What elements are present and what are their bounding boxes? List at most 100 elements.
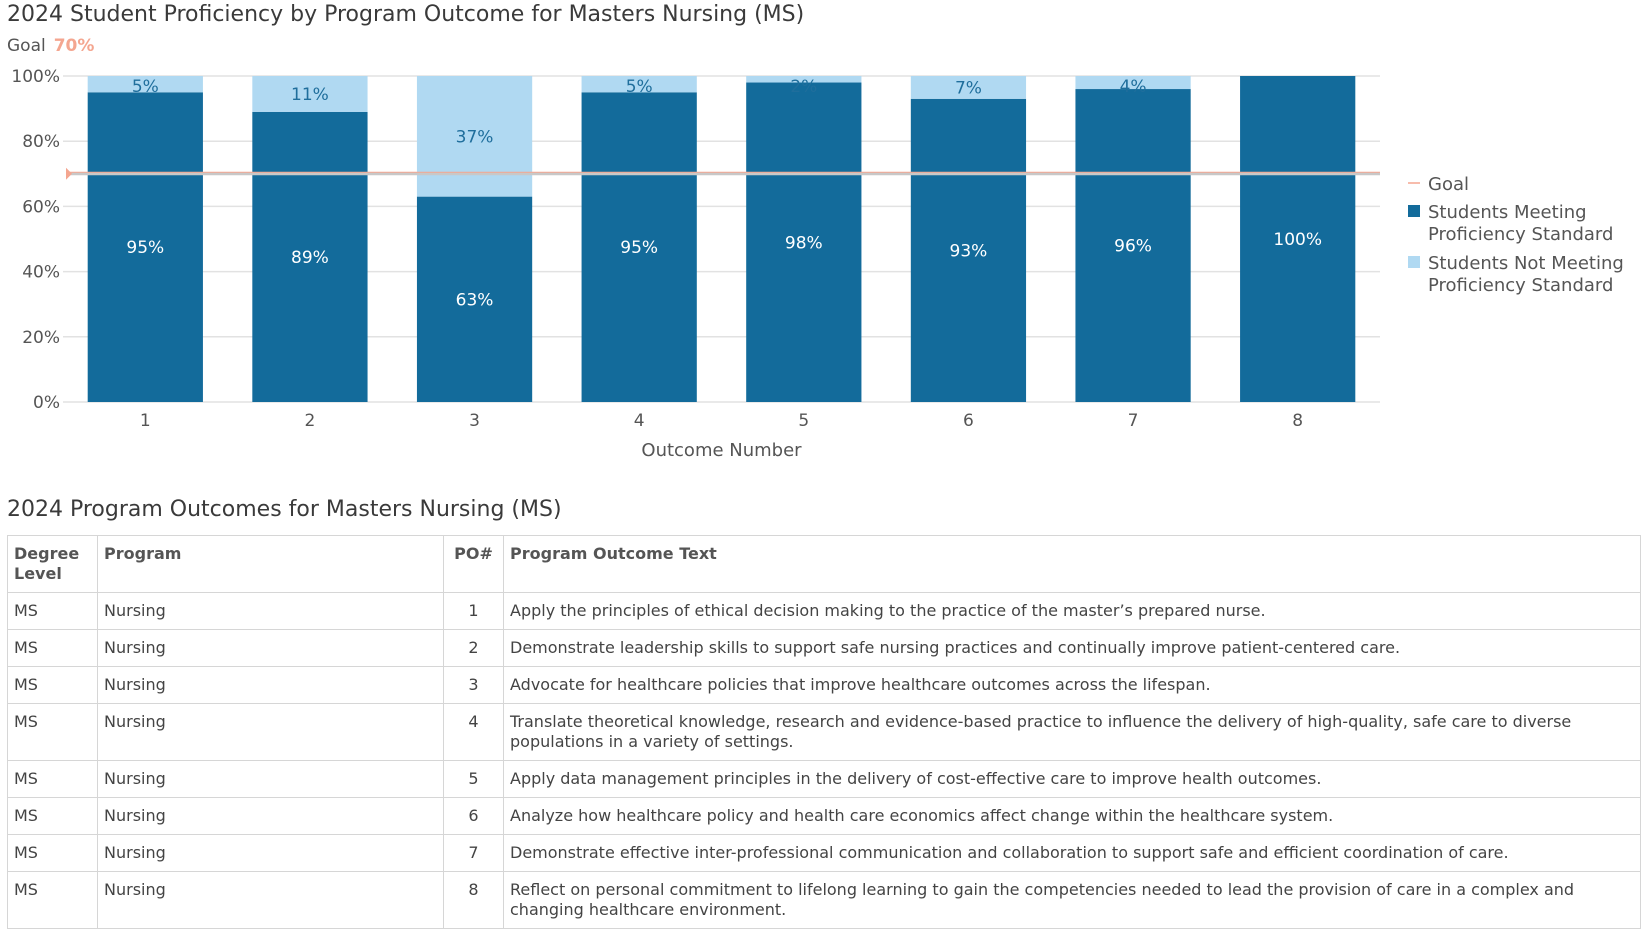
legend-not-meeting-label[interactable]: Proficiency Standard bbox=[1428, 275, 1613, 296]
data-label-not-meeting: 4% bbox=[1120, 77, 1147, 97]
cell-program: Nursing bbox=[97, 703, 444, 761]
bar-meeting-standard[interactable] bbox=[1240, 76, 1356, 402]
cell-degree-level: MS bbox=[7, 592, 98, 630]
bar-meeting-standard[interactable] bbox=[581, 92, 697, 403]
bar-not-meeting-standard[interactable] bbox=[416, 76, 533, 197]
bar-not-meeting-standard[interactable] bbox=[1075, 76, 1191, 90]
x-tick-label: 6 bbox=[963, 411, 974, 431]
data-label-not-meeting: 5% bbox=[626, 77, 653, 97]
data-label-not-meeting: 11% bbox=[291, 85, 329, 105]
data-label-meeting: 63% bbox=[456, 290, 494, 310]
legend-meeting-swatch bbox=[1408, 205, 1420, 217]
bar-not-meeting-standard[interactable] bbox=[252, 76, 368, 112]
goal-summary-label: Goal bbox=[7, 36, 46, 56]
table-row: MS Nursing 1 Apply the principles of ethica… bbox=[7, 592, 1641, 630]
cell-program: Nursing bbox=[97, 797, 444, 835]
cell-po-number: 8 bbox=[443, 871, 504, 929]
cell-po-number: 4 bbox=[443, 703, 504, 761]
cell-program-outcome-text: Reflect on personal commitment to lifelo… bbox=[503, 871, 1641, 929]
cell-degree-level: MS bbox=[7, 797, 98, 835]
goal-line bbox=[66, 167, 1380, 180]
bar-meeting-standard[interactable] bbox=[252, 111, 368, 403]
x-tick-label: 1 bbox=[140, 411, 151, 431]
cell-program: Nursing bbox=[97, 666, 444, 704]
bar-not-meeting-standard[interactable] bbox=[746, 76, 862, 83]
cell-degree-level: MS bbox=[7, 629, 98, 667]
proficiency-bar-chart: 0%20%40%60%80%100% 95%5%89%11%63%37%95%5… bbox=[11, 67, 1624, 461]
cell-program: Nursing bbox=[97, 834, 444, 872]
goal-summary-value: 70% bbox=[53, 36, 95, 56]
legend-not-meeting-swatch bbox=[1408, 256, 1420, 268]
goal-marker-icon bbox=[66, 167, 72, 180]
legend-meeting-label[interactable]: Proficiency Standard bbox=[1428, 224, 1613, 245]
cell-degree-level: MS bbox=[7, 666, 98, 704]
x-tick-label: 7 bbox=[1128, 411, 1139, 431]
legend-meeting-label[interactable]: Students Meeting bbox=[1428, 202, 1587, 223]
header-degree-level[interactable]: Degree Level bbox=[7, 535, 98, 593]
table-header-row: Degree Level Program PO# Program Outcome… bbox=[7, 535, 1641, 593]
chart-title: 2024 Student Proficiency by Program Outc… bbox=[7, 2, 805, 27]
bar-meeting-standard[interactable] bbox=[910, 98, 1027, 402]
cell-program-outcome-text: Translate theoretical knowledge, researc… bbox=[503, 703, 1641, 761]
y-tick-label: 0% bbox=[33, 393, 60, 413]
table-row: MS Nursing 4 Translate theoretical knowledg… bbox=[7, 703, 1641, 761]
cell-po-number: 7 bbox=[443, 834, 504, 872]
legend-not-meeting-label[interactable]: Students Not Meeting bbox=[1428, 253, 1624, 274]
y-tick-label: 80% bbox=[22, 132, 60, 152]
cell-degree-level: MS bbox=[7, 760, 98, 798]
cell-program: Nursing bbox=[97, 871, 444, 929]
table-row: MS Nursing 3 Advocate for healthcare polici… bbox=[7, 666, 1641, 704]
bar-meeting-standard[interactable] bbox=[1075, 89, 1191, 402]
data-label-meeting: 93% bbox=[950, 241, 988, 261]
x-axis-title: Outcome Number bbox=[641, 440, 802, 461]
cell-degree-level: MS bbox=[7, 703, 98, 761]
cell-program-outcome-text: Apply data management principles in the … bbox=[503, 760, 1641, 798]
table-row: MS Nursing 8 Reflect on personal commitment… bbox=[7, 871, 1641, 929]
cell-program-outcome-text: Demonstrate leadership skills to support… bbox=[503, 629, 1641, 667]
bar-meeting-standard[interactable] bbox=[746, 82, 862, 403]
table-row: MS Nursing 2 Demonstrate leadership skills … bbox=[7, 629, 1641, 667]
data-label-meeting: 95% bbox=[620, 238, 658, 258]
legend-goal-label[interactable]: Goal bbox=[1428, 174, 1469, 195]
x-tick-label: 5 bbox=[798, 411, 809, 431]
cell-program-outcome-text: Demonstrate effective inter-professional… bbox=[503, 834, 1641, 872]
cell-program-outcome-text: Analyze how healthcare policy and health… bbox=[503, 797, 1641, 835]
bar-meeting-standard[interactable] bbox=[416, 196, 533, 402]
bar-not-meeting-standard[interactable] bbox=[910, 76, 1027, 99]
data-label-not-meeting: 2% bbox=[790, 77, 817, 97]
cell-po-number: 6 bbox=[443, 797, 504, 835]
cell-program: Nursing bbox=[97, 629, 444, 667]
cell-program-outcome-text: Apply the principles of ethical decision… bbox=[503, 592, 1641, 630]
header-po-number[interactable]: PO# bbox=[443, 535, 504, 593]
data-label-meeting: 98% bbox=[785, 233, 823, 253]
bar-meeting-standard[interactable] bbox=[87, 92, 203, 403]
y-tick-label: 100% bbox=[11, 67, 60, 87]
x-tick-label: 2 bbox=[305, 411, 316, 431]
y-tick-label: 60% bbox=[22, 197, 60, 217]
data-label-meeting: 95% bbox=[126, 238, 164, 258]
cell-program: Nursing bbox=[97, 592, 444, 630]
cell-program: Nursing bbox=[97, 760, 444, 798]
table-title: 2024 Program Outcomes for Masters Nursin… bbox=[7, 497, 562, 522]
table-body: MS Nursing 1 Apply the principles of ethica… bbox=[7, 592, 1641, 929]
x-axis: 1 2 3 4 5 6 7 8 Outcome Number bbox=[140, 411, 1303, 461]
bar-not-meeting-standard[interactable] bbox=[87, 76, 203, 93]
y-tick-label: 20% bbox=[22, 328, 60, 348]
y-tick-label: 40% bbox=[22, 263, 60, 283]
header-program-outcome-text[interactable]: Program Outcome Text bbox=[503, 535, 1641, 593]
bar-not-meeting-standard[interactable] bbox=[581, 76, 697, 93]
y-axis: 0% 20% 40% 60% 80% 100% bbox=[11, 67, 60, 413]
data-label-meeting: 100% bbox=[1273, 230, 1322, 250]
x-tick-label: 3 bbox=[469, 411, 480, 431]
program-outcomes-table: Degree Level Program PO# Program Outcome… bbox=[7, 535, 1641, 929]
table-row: MS Nursing 7 Demonstrate effective inter-pr… bbox=[7, 834, 1641, 872]
cell-degree-level: MS bbox=[7, 834, 98, 872]
goal-summary: Goal 70% bbox=[7, 34, 94, 58]
x-tick-label: 8 bbox=[1292, 411, 1303, 431]
header-program[interactable]: Program bbox=[97, 535, 444, 593]
data-label-not-meeting: 5% bbox=[132, 77, 159, 97]
cell-degree-level: MS bbox=[7, 871, 98, 929]
table-row: MS Nursing 5 Apply data management principl… bbox=[7, 760, 1641, 798]
cell-program-outcome-text: Advocate for healthcare policies that im… bbox=[503, 666, 1641, 704]
